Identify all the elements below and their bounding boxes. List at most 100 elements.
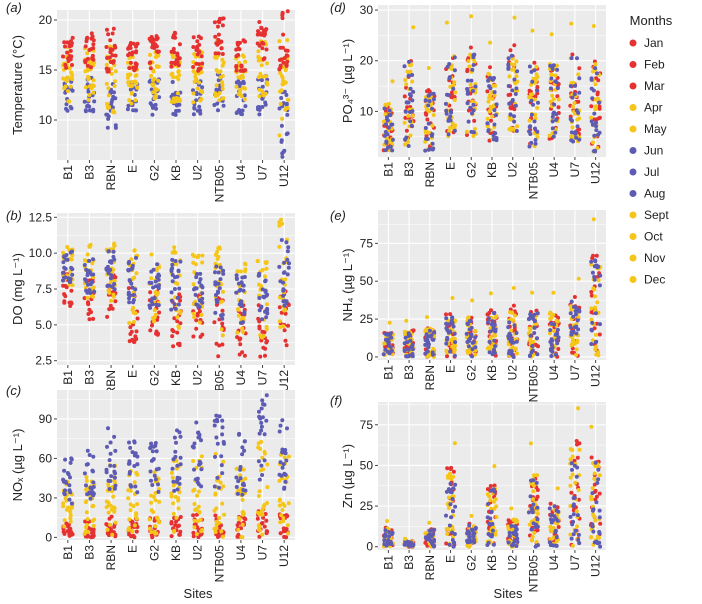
data-point bbox=[382, 538, 387, 543]
data-point bbox=[148, 52, 152, 57]
data-point bbox=[533, 544, 538, 549]
data-point bbox=[85, 273, 90, 278]
data-point bbox=[446, 322, 451, 327]
data-point bbox=[67, 54, 72, 58]
data-point bbox=[508, 48, 513, 53]
data-point bbox=[61, 250, 66, 255]
data-point bbox=[282, 148, 287, 153]
data-point bbox=[112, 279, 117, 283]
data-point bbox=[285, 426, 289, 431]
data-point bbox=[568, 483, 573, 488]
data-point bbox=[170, 266, 175, 271]
data-point bbox=[106, 86, 111, 91]
data-point bbox=[573, 130, 578, 135]
data-point bbox=[113, 79, 118, 84]
data-point bbox=[154, 302, 159, 307]
data-point bbox=[278, 102, 283, 106]
data-point bbox=[423, 338, 428, 343]
data-point bbox=[92, 289, 97, 294]
data-point bbox=[527, 129, 531, 134]
data-point bbox=[485, 492, 490, 497]
data-point bbox=[172, 302, 177, 307]
data-point bbox=[68, 48, 73, 53]
y-tick-label: 20 bbox=[360, 54, 374, 68]
data-point bbox=[386, 125, 391, 130]
data-point bbox=[465, 133, 469, 137]
data-point bbox=[109, 527, 113, 532]
y-tick-label: 5.0 bbox=[35, 318, 52, 332]
data-point bbox=[487, 339, 492, 344]
data-point bbox=[596, 278, 601, 283]
data-point bbox=[468, 82, 473, 87]
data-point bbox=[403, 335, 408, 340]
data-point bbox=[569, 56, 574, 61]
data-point bbox=[242, 97, 247, 102]
data-point bbox=[591, 217, 596, 222]
data-point bbox=[277, 106, 282, 111]
y-axis-title: NH₄ (µg L⁻¹) bbox=[340, 248, 355, 321]
data-point bbox=[194, 318, 199, 323]
data-point bbox=[494, 504, 499, 509]
data-point bbox=[83, 85, 88, 90]
data-point bbox=[234, 485, 239, 489]
data-point bbox=[257, 112, 262, 117]
data-point bbox=[215, 300, 219, 305]
data-point bbox=[260, 532, 265, 537]
data-point bbox=[469, 539, 474, 544]
x-tick-label: U2 bbox=[191, 545, 205, 561]
data-point bbox=[507, 320, 512, 325]
data-point bbox=[388, 112, 393, 117]
data-point bbox=[286, 98, 291, 102]
data-point bbox=[530, 344, 535, 348]
data-point bbox=[473, 329, 478, 333]
data-point bbox=[178, 455, 183, 460]
data-point bbox=[86, 77, 91, 82]
data-point bbox=[84, 475, 89, 480]
data-point bbox=[175, 487, 180, 492]
data-point bbox=[452, 331, 457, 336]
data-point bbox=[447, 523, 452, 528]
data-point bbox=[549, 343, 554, 347]
data-point bbox=[390, 532, 395, 536]
data-point bbox=[535, 91, 540, 96]
data-point bbox=[574, 474, 579, 479]
data-point bbox=[596, 78, 601, 83]
data-point bbox=[572, 92, 577, 97]
data-point bbox=[148, 290, 153, 295]
data-point bbox=[529, 350, 534, 355]
data-point bbox=[280, 221, 285, 226]
data-point bbox=[216, 32, 221, 37]
panel-letter: (d) bbox=[330, 0, 346, 15]
data-point bbox=[424, 333, 429, 338]
x-tick-label: G2 bbox=[147, 545, 161, 561]
x-tick-label: B3 bbox=[402, 365, 416, 380]
data-point bbox=[198, 334, 203, 339]
data-point bbox=[154, 331, 158, 336]
data-point bbox=[104, 522, 109, 527]
data-point bbox=[513, 92, 518, 96]
data-point bbox=[68, 475, 72, 480]
data-point bbox=[568, 325, 573, 330]
data-point bbox=[86, 282, 90, 287]
data-point bbox=[549, 32, 554, 37]
data-point bbox=[534, 72, 539, 77]
data-point bbox=[469, 14, 474, 19]
data-point bbox=[192, 518, 197, 523]
data-point bbox=[243, 68, 248, 73]
data-point bbox=[234, 68, 239, 73]
data-point bbox=[197, 320, 202, 325]
data-point bbox=[470, 347, 475, 352]
data-point bbox=[85, 104, 89, 109]
data-point bbox=[551, 134, 556, 139]
data-point bbox=[151, 444, 156, 449]
data-point bbox=[257, 477, 262, 482]
data-point bbox=[106, 67, 111, 72]
data-point bbox=[424, 133, 429, 138]
legend-swatch bbox=[629, 104, 637, 111]
data-point bbox=[280, 508, 285, 512]
data-point bbox=[172, 435, 177, 440]
data-point bbox=[63, 457, 68, 462]
data-point bbox=[451, 509, 456, 514]
data-point bbox=[199, 36, 203, 41]
